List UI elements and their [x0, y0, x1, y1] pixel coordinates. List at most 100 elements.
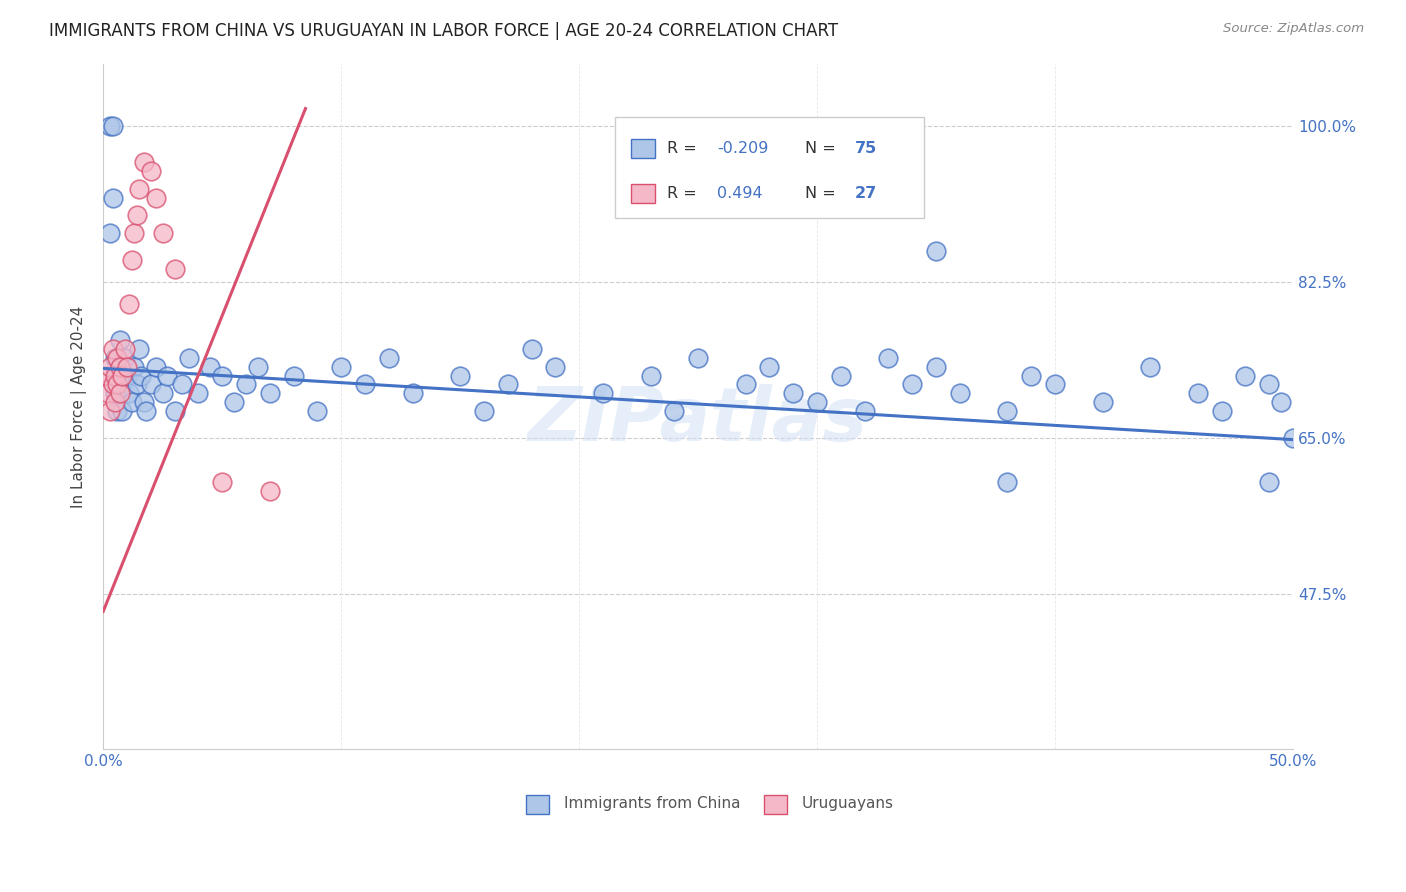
Point	[107, 351, 129, 365]
Point	[114, 351, 136, 365]
Point	[200, 359, 222, 374]
Point	[592, 386, 614, 401]
Point	[94, 368, 117, 383]
Point	[104, 351, 127, 365]
Point	[377, 351, 399, 365]
Point	[1019, 368, 1042, 383]
Bar	[526, 796, 550, 814]
Point	[125, 377, 148, 392]
Point	[145, 190, 167, 204]
Point	[925, 359, 948, 374]
Point	[104, 395, 127, 409]
Point	[853, 404, 876, 418]
Y-axis label: In Labor Force | Age 20-24: In Labor Force | Age 20-24	[72, 306, 87, 508]
Point	[104, 368, 127, 383]
Point	[121, 395, 143, 409]
Point	[1234, 368, 1257, 383]
Point	[139, 377, 162, 392]
Text: R =: R =	[668, 186, 702, 201]
Point	[806, 395, 828, 409]
Point	[107, 404, 129, 418]
Text: 75: 75	[855, 141, 877, 156]
Point	[997, 404, 1019, 418]
Point	[114, 342, 136, 356]
Point	[330, 359, 353, 374]
Point	[107, 377, 129, 392]
Point	[101, 190, 124, 204]
Point	[163, 261, 186, 276]
Text: Uruguayans: Uruguayans	[801, 796, 894, 811]
Point	[830, 368, 852, 383]
Text: R =: R =	[668, 141, 702, 156]
Point	[152, 386, 174, 401]
Point	[401, 386, 423, 401]
Point	[128, 181, 150, 195]
Point	[997, 475, 1019, 490]
Point	[108, 359, 131, 374]
Point	[108, 386, 131, 401]
Text: 0.494: 0.494	[717, 186, 763, 201]
Point	[107, 368, 129, 383]
Point	[111, 404, 134, 418]
Point	[520, 342, 543, 356]
Point	[98, 359, 121, 374]
Point	[135, 404, 157, 418]
Point	[758, 359, 780, 374]
Point	[132, 155, 155, 169]
Text: 27: 27	[855, 186, 877, 201]
Point	[145, 359, 167, 374]
Point	[1270, 395, 1292, 409]
Point	[111, 377, 134, 392]
Point	[222, 395, 245, 409]
Point	[101, 120, 124, 134]
Text: -0.209: -0.209	[717, 141, 769, 156]
Point	[163, 404, 186, 418]
Point	[307, 404, 329, 418]
Point	[177, 351, 200, 365]
Bar	[631, 184, 655, 203]
Point	[104, 386, 127, 401]
Point	[98, 120, 121, 134]
Bar	[763, 796, 787, 814]
Point	[640, 368, 662, 383]
Point	[152, 226, 174, 240]
Point	[115, 359, 138, 374]
Point	[1258, 475, 1281, 490]
Point	[97, 386, 120, 401]
Point	[108, 359, 131, 374]
Point	[734, 377, 756, 392]
Point	[129, 368, 152, 383]
Point	[449, 368, 471, 383]
Point	[782, 386, 804, 401]
Point	[128, 342, 150, 356]
Point	[472, 404, 495, 418]
Point	[122, 359, 145, 374]
Point	[101, 342, 124, 356]
Point	[354, 377, 377, 392]
Point	[108, 333, 131, 347]
Point	[901, 377, 924, 392]
Point	[187, 386, 209, 401]
Point	[246, 359, 269, 374]
Point	[1043, 377, 1066, 392]
Point	[925, 244, 948, 258]
Point	[170, 377, 193, 392]
Point	[283, 368, 305, 383]
Text: N =: N =	[806, 186, 841, 201]
Point	[211, 368, 233, 383]
Text: Source: ZipAtlas.com: Source: ZipAtlas.com	[1223, 22, 1364, 36]
Point	[1139, 359, 1161, 374]
Point	[877, 351, 900, 365]
Point	[98, 404, 121, 418]
Text: ZIPatlas: ZIPatlas	[529, 384, 868, 457]
Text: Immigrants from China: Immigrants from China	[564, 796, 740, 811]
Point	[125, 208, 148, 222]
Point	[122, 226, 145, 240]
Point	[98, 226, 121, 240]
Point	[688, 351, 710, 365]
FancyBboxPatch shape	[614, 117, 924, 219]
Point	[664, 404, 686, 418]
Point	[118, 386, 141, 401]
Point	[118, 297, 141, 311]
Point	[235, 377, 257, 392]
